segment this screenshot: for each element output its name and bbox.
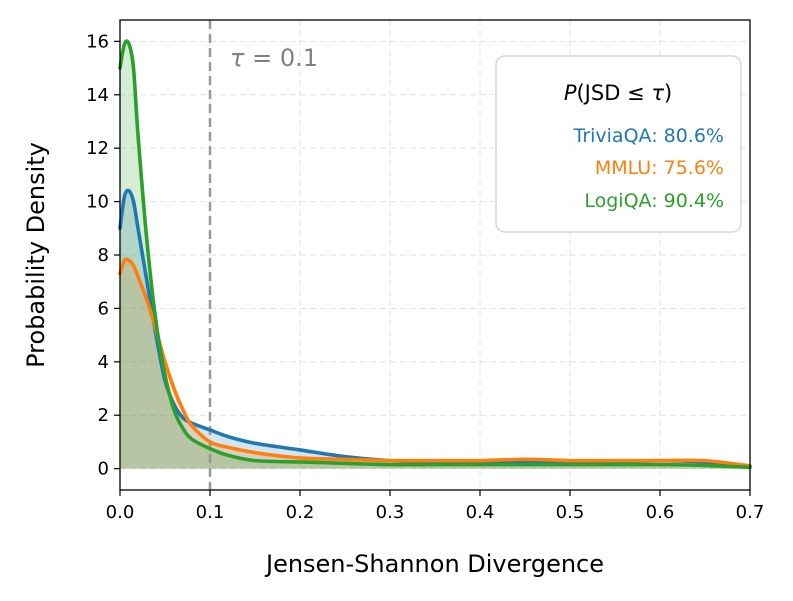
axis-ticks: 0.0 0.1 0.2 0.3 0.4 0.5 0.6 0.7 0 2 4 6 8 10 12 14 16 (86, 31, 764, 523)
x-tick-label-4: 0.4 (466, 502, 495, 523)
series-fills (120, 41, 750, 469)
series-line-logiqa (118, 39, 752, 470)
y-tick-label-8: 16 (86, 31, 109, 52)
y-axis-label: Probability Density (22, 142, 50, 368)
legend-title-p: P (564, 81, 577, 105)
legend-entry-logiqa: LogiQA: 90.4% (584, 190, 724, 212)
legend-entry-triviaqa: TriviaQA: 80.6% (573, 125, 725, 147)
legend-title-mid: (JSD ≤ (576, 81, 651, 105)
x-tick-label-5: 0.5 (556, 502, 585, 523)
y-tick-label-5: 10 (86, 192, 109, 213)
x-axis-label: Jensen-Shannon Divergence (264, 550, 604, 578)
x-tick-label-7: 0.7 (736, 502, 765, 523)
y-tick-label-1: 2 (98, 405, 109, 426)
legend-title: P(JSD ≤ τ) (564, 81, 672, 105)
y-tick-label-2: 4 (98, 352, 109, 373)
series-lines (118, 39, 752, 470)
x-tick-label-2: 0.2 (286, 502, 315, 523)
x-tick-label-1: 0.1 (196, 502, 225, 523)
legend: P(JSD ≤ τ) TriviaQA: 80.6% MMLU: 75.6% L… (495, 55, 742, 233)
y-tick-label-6: 12 (86, 138, 109, 159)
x-tick-label-3: 0.3 (376, 502, 405, 523)
threshold-equals: = (244, 44, 279, 72)
x-tick-label-6: 0.6 (646, 502, 675, 523)
series-fill-triviaqa (120, 190, 750, 469)
legend-entry-mmlu: MMLU: 75.6% (595, 157, 724, 179)
y-tick-label-4: 8 (98, 245, 109, 266)
y-tick-label-0: 0 (98, 459, 109, 480)
threshold-tau-symbol: τ (230, 44, 245, 72)
series-fill-mmlu (120, 259, 750, 469)
legend-title-tau: τ (651, 81, 664, 105)
y-tick-label-7: 14 (86, 85, 109, 106)
x-tick-label-0: 0.0 (106, 502, 135, 523)
y-tick-label-3: 6 (98, 298, 109, 319)
series-line-mmlu (118, 257, 752, 468)
threshold-annotation: τ = 0.1 (230, 44, 318, 72)
legend-title-suffix: ) (664, 81, 672, 105)
legend-box (495, 55, 742, 233)
threshold-value: 0.1 (280, 44, 318, 72)
